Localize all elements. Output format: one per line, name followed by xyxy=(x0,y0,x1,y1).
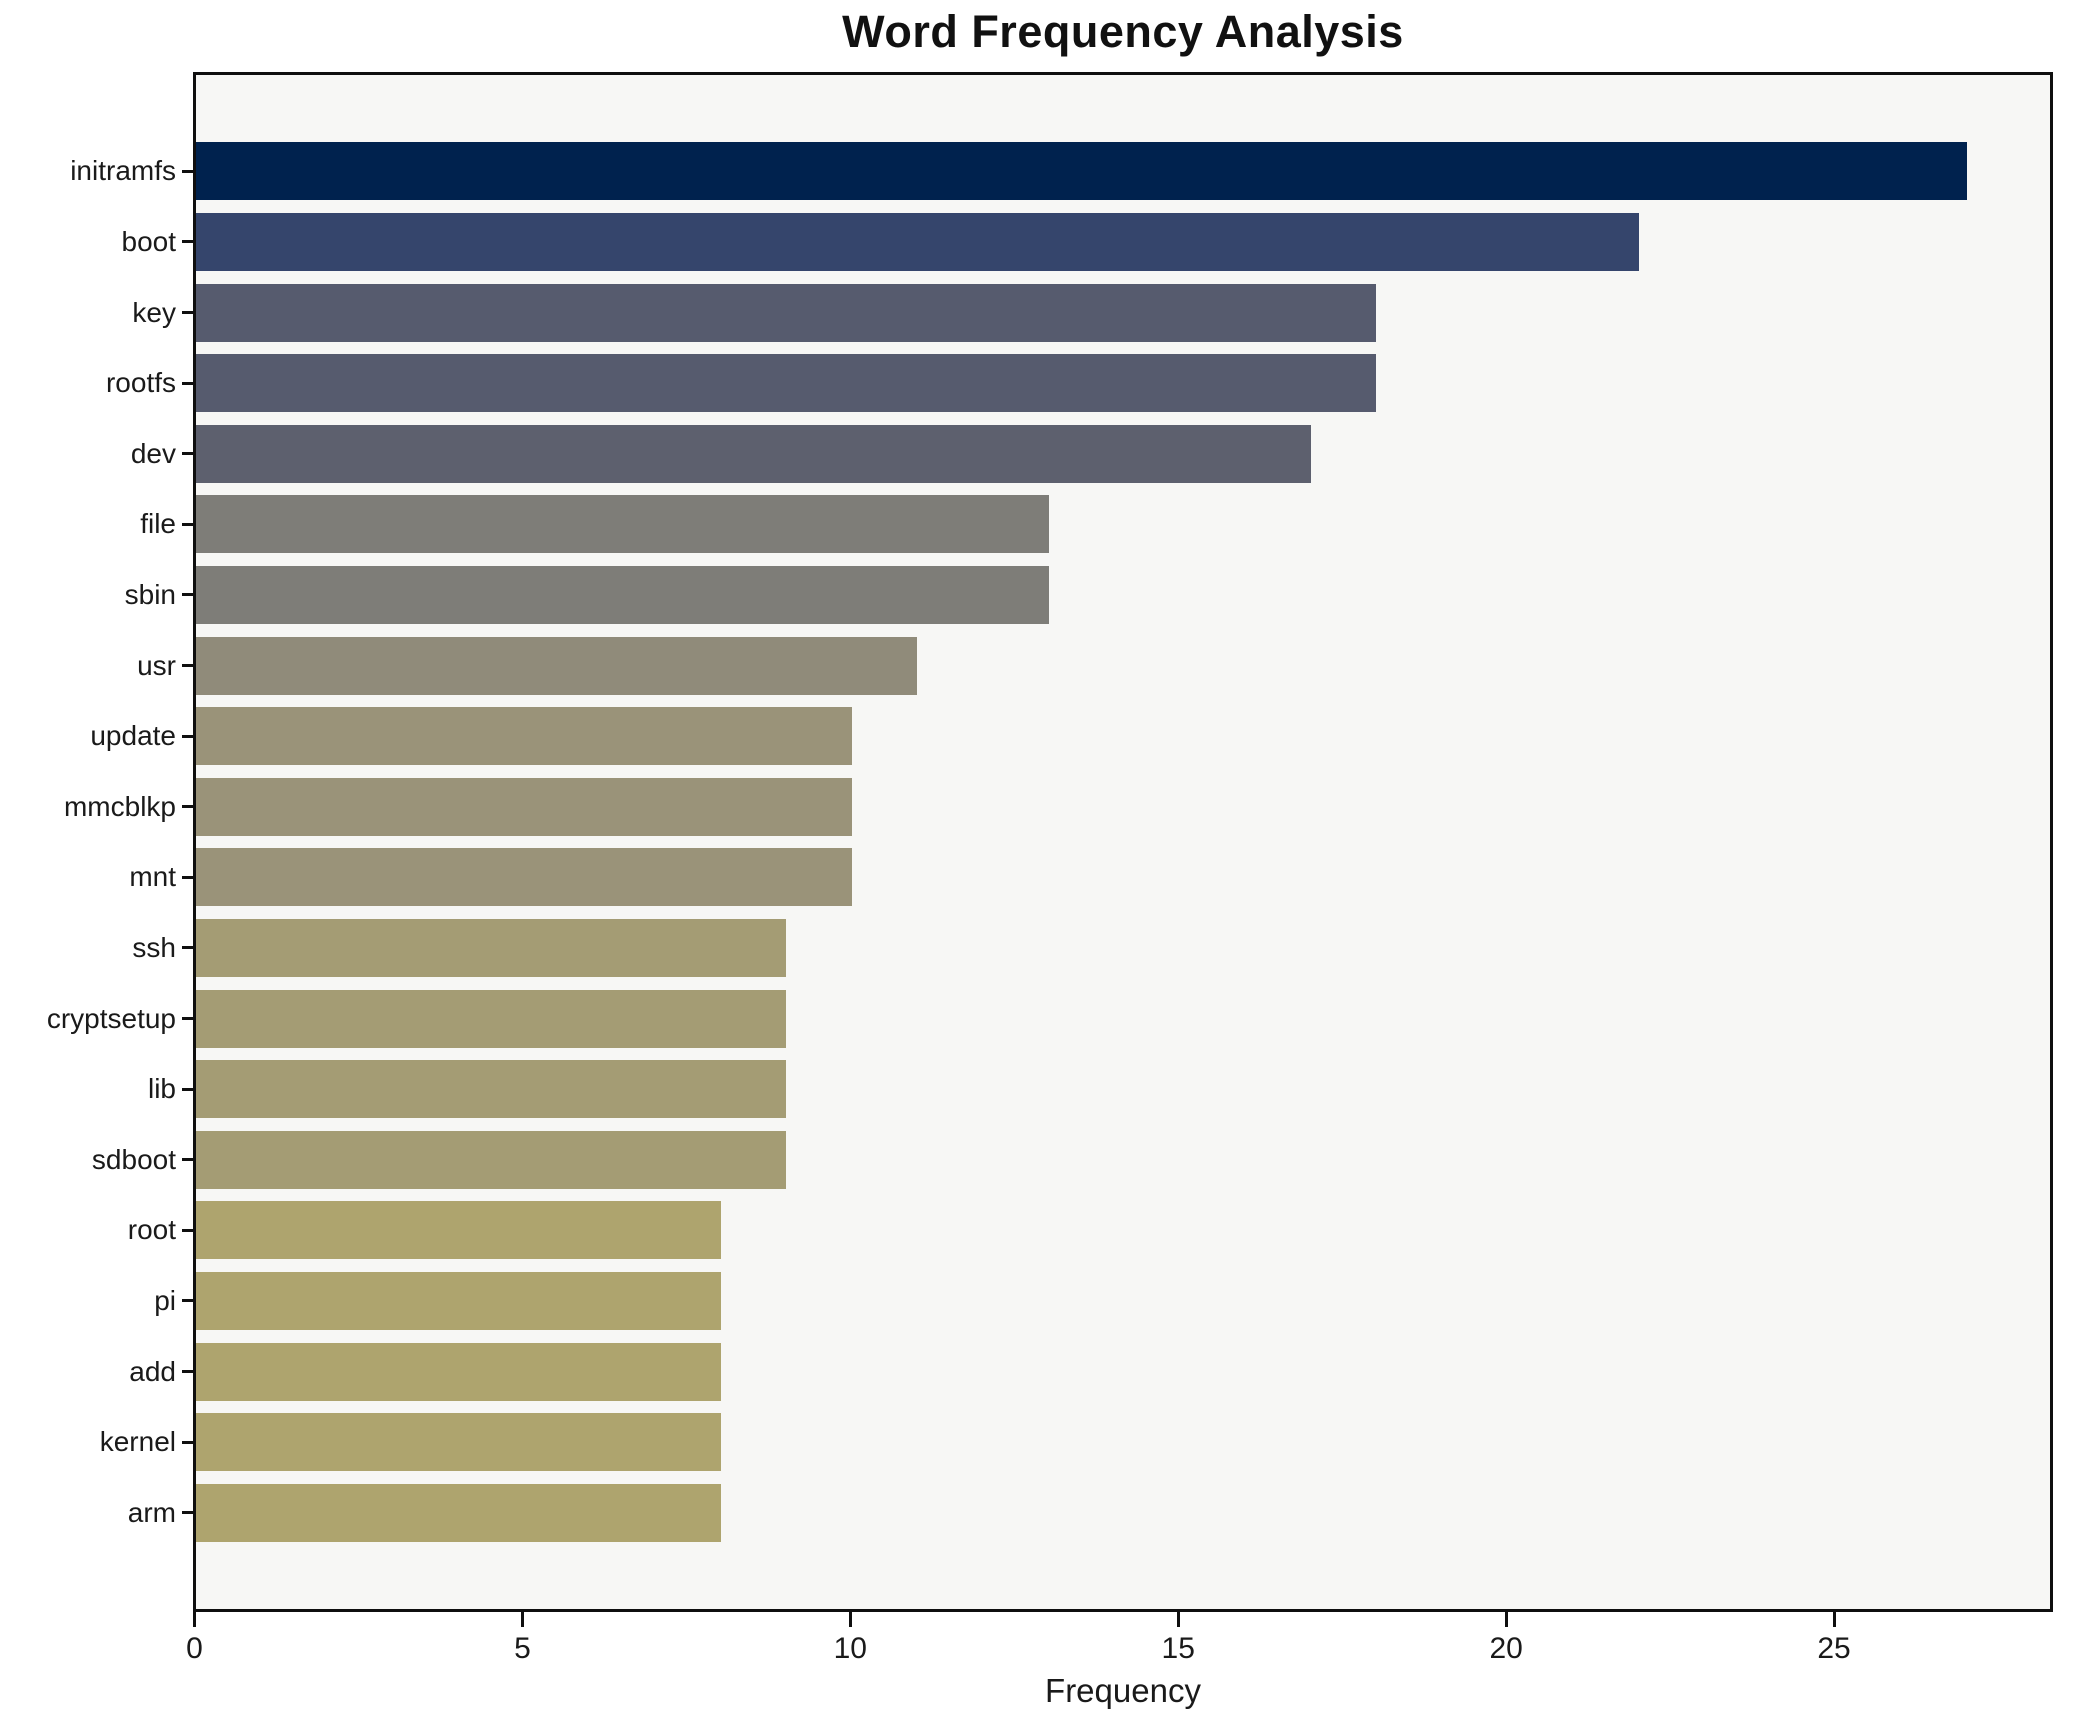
x-tick-mark-10 xyxy=(848,1612,852,1627)
x-tick-mark-0 xyxy=(193,1612,196,1627)
y-tick-sbin xyxy=(182,593,193,597)
y-tick-lib xyxy=(182,1087,193,1091)
category-label-initramfs: initramfs xyxy=(70,155,176,187)
category-label-add: add xyxy=(129,1355,176,1387)
category-label-arm: arm xyxy=(127,1496,176,1528)
category-label-dev: dev xyxy=(130,437,176,469)
bar-add xyxy=(196,1342,721,1401)
bar-arm xyxy=(196,1483,721,1542)
bar-file xyxy=(196,495,1049,554)
y-tick-initramfs xyxy=(182,169,193,173)
category-label-boot: boot xyxy=(121,225,177,257)
category-label-pi: pi xyxy=(154,1284,176,1316)
y-tick-update xyxy=(182,734,193,738)
bar-usr xyxy=(196,636,918,695)
bar-ssh xyxy=(196,918,787,977)
y-tick-arm xyxy=(182,1511,193,1515)
x-tick-mark-15 xyxy=(1176,1612,1180,1627)
y-tick-boot xyxy=(182,240,193,244)
category-label-update: update xyxy=(90,720,176,752)
category-label-ssh: ssh xyxy=(132,931,176,963)
category-label-cryptsetup: cryptsetup xyxy=(46,1002,176,1034)
bar-pi xyxy=(196,1271,721,1330)
bar-cryptsetup xyxy=(196,989,787,1048)
category-label-sbin: sbin xyxy=(124,578,176,610)
y-tick-mmcblkp xyxy=(182,805,193,809)
category-label-usr: usr xyxy=(137,649,176,681)
category-label-key: key xyxy=(132,296,176,328)
category-label-mnt: mnt xyxy=(129,861,176,893)
y-tick-key xyxy=(182,311,193,314)
bar-initramfs xyxy=(196,142,1967,201)
x-axis-title: Frequency xyxy=(1045,1672,1201,1709)
y-tick-rootfs xyxy=(182,381,193,385)
category-label-file: file xyxy=(140,508,176,540)
x-tick-mark-5 xyxy=(520,1612,524,1627)
y-tick-usr xyxy=(182,664,193,667)
category-label-sdboot: sdboot xyxy=(91,1143,176,1175)
category-label-rootfs: rootfs xyxy=(105,367,176,399)
bar-kernel xyxy=(196,1413,721,1472)
bar-sdboot xyxy=(196,1130,787,1189)
category-label-mmcblkp: mmcblkp xyxy=(63,790,176,822)
bar-update xyxy=(196,707,852,766)
y-tick-pi xyxy=(182,1299,193,1303)
category-label-kernel: kernel xyxy=(99,1426,176,1458)
bar-mnt xyxy=(196,848,852,907)
x-tick-label-0: 0 xyxy=(186,1632,203,1665)
x-tick-label-10: 10 xyxy=(833,1632,867,1665)
x-tick-label-5: 5 xyxy=(514,1632,531,1665)
x-tick-label-20: 20 xyxy=(1489,1632,1523,1665)
x-tick-label-25: 25 xyxy=(1817,1632,1851,1665)
category-label-root: root xyxy=(127,1214,176,1246)
x-tick-label-15: 15 xyxy=(1161,1632,1195,1665)
y-tick-root xyxy=(182,1228,193,1232)
bar-dev xyxy=(196,424,1311,483)
y-tick-file xyxy=(182,522,193,526)
bar-mmcblkp xyxy=(196,777,852,836)
y-tick-cryptsetup xyxy=(182,1017,193,1020)
chart-title: Word Frequency Analysis xyxy=(842,6,1404,57)
category-label-lib: lib xyxy=(147,1073,176,1105)
x-tick-mark-25 xyxy=(1832,1612,1836,1627)
y-tick-add xyxy=(182,1370,193,1373)
bar-root xyxy=(196,1201,721,1260)
x-tick-mark-20 xyxy=(1504,1612,1508,1627)
y-tick-sdboot xyxy=(182,1158,193,1162)
bar-sbin xyxy=(196,565,1049,624)
bar-boot xyxy=(196,212,1639,271)
bar-lib xyxy=(196,1060,787,1119)
bar-key xyxy=(196,283,1377,342)
y-tick-mnt xyxy=(182,875,193,879)
bar-rootfs xyxy=(196,354,1377,413)
y-tick-kernel xyxy=(182,1440,193,1444)
y-tick-ssh xyxy=(182,946,193,950)
y-tick-dev xyxy=(182,452,193,456)
